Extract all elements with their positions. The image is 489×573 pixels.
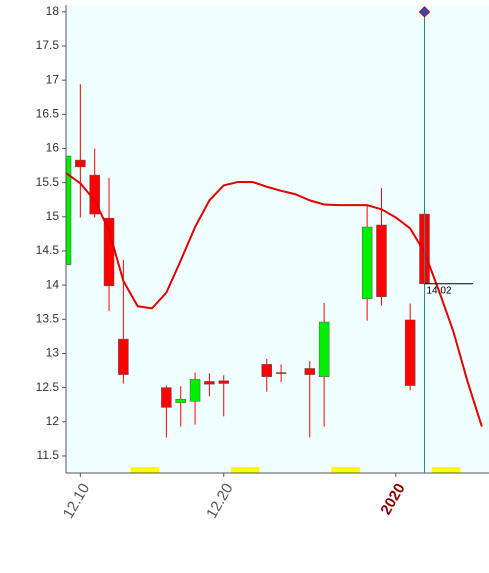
highlight	[331, 467, 346, 473]
crosshair-label: 14.02	[427, 285, 452, 296]
y-tick-label: 14	[46, 277, 60, 291]
x-tick-label: 12.10	[60, 480, 93, 521]
plot	[66, 84, 483, 473]
candle-body	[275, 372, 287, 374]
highlight	[345, 467, 360, 473]
candle-body	[361, 226, 373, 300]
plot-background	[66, 5, 489, 473]
moving-average-line	[66, 172, 483, 427]
y-tick-label: 17.5	[36, 38, 60, 52]
y-tick-label: 12.5	[36, 380, 60, 394]
highlight	[446, 467, 461, 473]
candle-body	[175, 398, 186, 403]
y-tick-label: 18	[46, 4, 60, 18]
candle-body	[161, 387, 172, 408]
y-tick-label: 12	[46, 414, 60, 428]
crosshair-marker	[418, 6, 431, 18]
candle-body	[204, 381, 215, 385]
highlight	[230, 467, 246, 473]
candle-body	[376, 224, 387, 297]
candle-body	[404, 319, 416, 386]
candle-body	[75, 159, 86, 168]
highlight	[431, 467, 447, 473]
highlight	[130, 467, 145, 473]
candle-body	[103, 217, 115, 287]
x-tick-label: 2020	[377, 480, 408, 517]
x-tick-label: 12.20	[203, 480, 236, 521]
candle-body	[118, 338, 129, 375]
y-tick-label: 13	[46, 346, 60, 360]
y-tick-label: 11.5	[37, 448, 60, 462]
candle-body	[318, 321, 330, 377]
candle-body	[304, 368, 316, 375]
candle-body	[189, 379, 201, 402]
y-tick-label: 16.5	[36, 106, 60, 120]
candle-body	[261, 364, 273, 377]
y-tick-label: 15	[46, 209, 60, 223]
candle-body	[218, 380, 229, 384]
candle-body	[66, 155, 72, 265]
highlight	[245, 467, 260, 473]
y-tick-label: 17	[46, 72, 60, 86]
y-tick-label: 14.5	[36, 243, 60, 257]
y-tick-label: 13.5	[36, 311, 60, 325]
highlight	[144, 467, 160, 473]
y-tick-label: 16	[46, 141, 60, 155]
y-tick-label: 15.5	[36, 175, 60, 189]
